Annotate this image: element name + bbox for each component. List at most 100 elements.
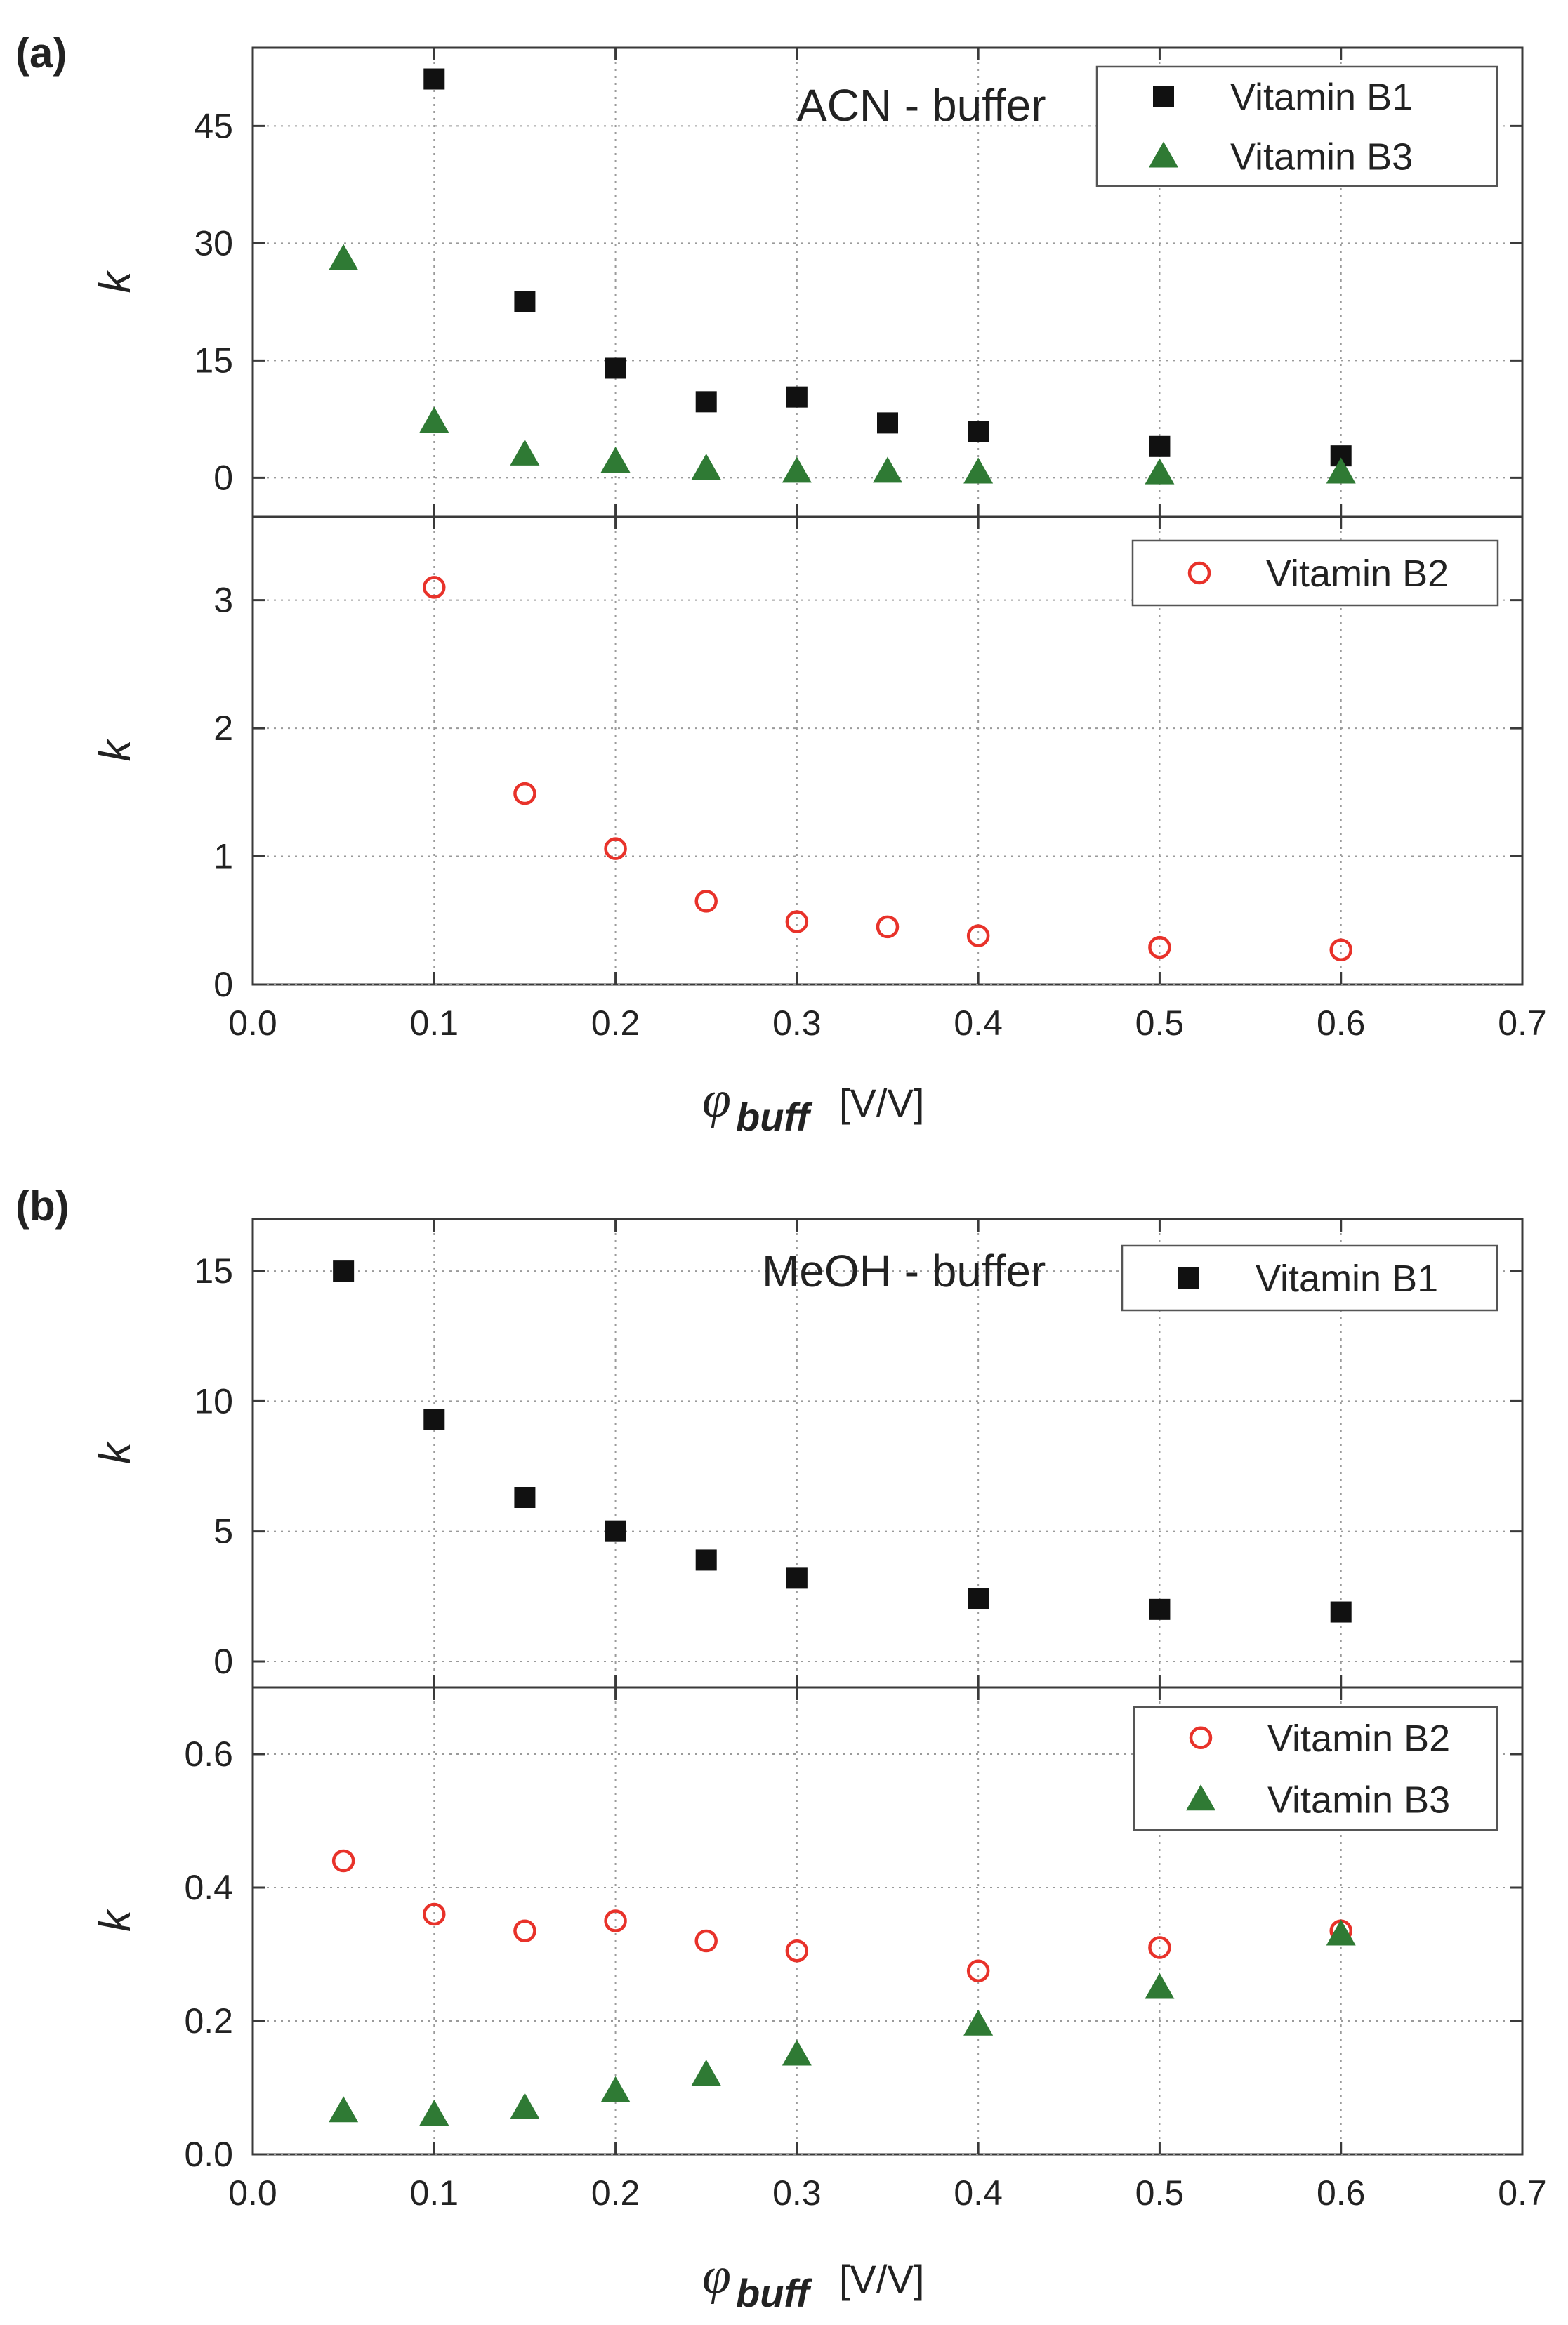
legend-marker-a-top-0 [1153, 86, 1174, 107]
point-a-top-s1-3 [600, 446, 631, 473]
point-a-bottom-s0-0 [423, 576, 446, 599]
legend-a-top: Vitamin B1 Vitamin B3 [1095, 65, 1498, 187]
point-a-top-s1-2 [510, 439, 540, 466]
xtick-label-a-bottom-5: 0.5 [1135, 1003, 1185, 1043]
y-axis-label-b-top: k [91, 1440, 140, 1464]
legend-label-a-top-1: Vitamin B3 [1230, 136, 1413, 178]
point-a-top-s1-9 [1326, 457, 1356, 484]
x-axis-label-unit-b: [V/V] [839, 2257, 924, 2301]
xtick-label-b-bottom-0: 0.0 [228, 2173, 277, 2213]
point-a-bottom-s0-6 [966, 924, 990, 947]
point-b-bottom-s0-2 [513, 1919, 536, 1942]
point-a-top-s1-0 [329, 244, 359, 270]
point-b-top-s0-7 [1149, 1598, 1171, 1620]
xtick-label-a-bottom-6: 0.6 [1317, 1003, 1366, 1043]
point-a-top-s0-6 [968, 421, 989, 442]
xtick-label-a-bottom-7: 0.7 [1498, 1003, 1547, 1043]
chart-b-top: 0 5 10 15 k Vitamin B1 [91, 1218, 1524, 1689]
legend-marker-b-top-0 [1178, 1267, 1199, 1289]
legend-b-bottom: Vitamin B2 Vitamin B3 [1133, 1706, 1498, 1831]
panel-label-b: (b) [15, 1183, 70, 1230]
annotation-b: MeOH - buffer [762, 1246, 1046, 1296]
point-a-top-s0-0 [423, 68, 445, 90]
point-a-bottom-s0-5 [876, 915, 900, 939]
xtick-label-b-bottom-1: 0.1 [410, 2173, 459, 2213]
y-axis-label-a-bottom: k [91, 738, 140, 762]
legend-label-b-bottom-1: Vitamin B3 [1267, 1779, 1450, 1821]
point-a-top-s0-3 [695, 391, 717, 413]
legend-marker-a-bottom-0 [1187, 561, 1211, 585]
xtick-label-a-bottom-3: 0.3 [772, 1003, 822, 1043]
legend-label-b-bottom-0: Vitamin B2 [1267, 1718, 1450, 1760]
point-b-bottom-s1-1 [419, 2100, 449, 2126]
x-axis-label-subscript-a: buff [736, 1095, 813, 1139]
point-a-bottom-s0-1 [513, 782, 536, 805]
x-axis-label-unit-a: [V/V] [839, 1081, 924, 1125]
legend-a-bottom: Vitamin B2 [1131, 539, 1499, 607]
point-b-bottom-s0-7 [1148, 1936, 1171, 1959]
figure-a: (a) 0 15 30 45 k Vitamin B1 Vitamin B3 0 1 2 3 k 0.… [15, 29, 1547, 1139]
point-a-top-s0-2 [605, 357, 626, 379]
ytick-label-a-bottom-1: 1 [213, 837, 233, 876]
ytick-label-a-bottom-3: 3 [213, 581, 233, 620]
point-b-bottom-s0-0 [331, 1849, 355, 1873]
series-b-top-vitamin-b1 [333, 1260, 1352, 1623]
ytick-label-a-top-3: 45 [194, 106, 233, 145]
ytick-label-a-top-1: 15 [194, 341, 233, 380]
ytick-label-a-top-2: 30 [194, 223, 233, 263]
xtick-label-b-bottom-7: 0.7 [1498, 2173, 1547, 2213]
point-b-top-s0-2 [514, 1487, 536, 1508]
ytick-label-b-top-2: 10 [194, 1381, 233, 1421]
ytick-label-b-bottom-1: 0.2 [184, 2001, 233, 2041]
chart-a-bottom: 0 1 2 3 k 0.0 0.1 0.2 0.3 0.4 0.5 0.6 0.7 Vitamin B2 [91, 515, 1547, 1043]
legend-box-a-bottom [1131, 539, 1499, 607]
point-b-top-s0-4 [695, 1549, 717, 1571]
point-a-top-s1-1 [419, 407, 449, 433]
legend-marker-b-bottom-1 [1186, 1784, 1215, 1811]
xtick-label-b-bottom-3: 0.3 [772, 2173, 822, 2213]
ytick-label-b-bottom-2: 0.4 [184, 1868, 233, 1907]
ytick-label-b-top-1: 5 [213, 1512, 233, 1551]
point-b-bottom-s0-4 [694, 1929, 718, 1953]
point-b-top-s0-1 [423, 1409, 445, 1430]
annotation-a: ACN - buffer [797, 80, 1046, 131]
point-b-bottom-s0-6 [966, 1959, 990, 1982]
point-a-top-s0-5 [877, 412, 898, 434]
panel-label-a: (a) [15, 29, 67, 77]
point-b-bottom-s0-1 [423, 1902, 446, 1926]
point-b-top-s0-8 [1330, 1601, 1352, 1623]
x-axis-label-subscript-b: buff [736, 2271, 813, 2315]
y-axis-label-a-top: k [91, 270, 140, 294]
ytick-label-a-top-0: 0 [213, 458, 233, 497]
point-b-bottom-s1-5 [782, 2039, 812, 2066]
point-a-bottom-s0-3 [694, 890, 718, 913]
point-b-bottom-s0-3 [604, 1909, 627, 1932]
point-b-bottom-s0-5 [785, 1939, 809, 1963]
point-a-top-s1-5 [782, 456, 812, 483]
point-b-bottom-s1-7 [1145, 1972, 1175, 1999]
point-a-top-s0-7 [1149, 435, 1171, 457]
point-b-bottom-s1-6 [963, 2009, 994, 2036]
legend-marker-b-bottom-0 [1189, 1726, 1213, 1749]
ytick-label-b-bottom-0: 0.0 [184, 2135, 233, 2174]
legend-label-a-top-0: Vitamin B1 [1230, 77, 1413, 119]
point-b-top-s0-3 [605, 1520, 626, 1542]
chart-b-bottom: 0.0 0.2 0.4 0.6 k 0.0 0.1 0.2 0.3 0.4 0.5 0.6 0.7 Vit… [91, 1686, 1547, 2213]
series-a-top-vitamin-b3 [329, 244, 1356, 485]
point-a-top-s0-4 [786, 386, 808, 408]
xtick-label-a-bottom-0: 0.0 [228, 1003, 277, 1043]
xtick-label-b-bottom-4: 0.4 [954, 2173, 1003, 2213]
xtick-label-a-bottom-1: 0.1 [410, 1003, 459, 1043]
chart-a-top: 0 15 30 45 k Vitamin B1 Vitamin B3 [91, 46, 1524, 518]
point-a-bottom-s0-7 [1148, 935, 1171, 959]
xtick-label-b-bottom-6: 0.6 [1317, 2173, 1366, 2213]
ytick-label-a-bottom-0: 0 [213, 965, 233, 1004]
ytick-label-b-bottom-3: 0.6 [184, 1734, 233, 1774]
point-a-top-s1-8 [1145, 458, 1175, 485]
point-a-top-s0-1 [514, 291, 536, 312]
legend-b-top: Vitamin B1 [1121, 1244, 1498, 1312]
x-axis-label-symbol-a: φ [702, 1071, 731, 1128]
point-a-top-s1-6 [873, 456, 902, 483]
point-a-bottom-s0-8 [1329, 938, 1352, 961]
